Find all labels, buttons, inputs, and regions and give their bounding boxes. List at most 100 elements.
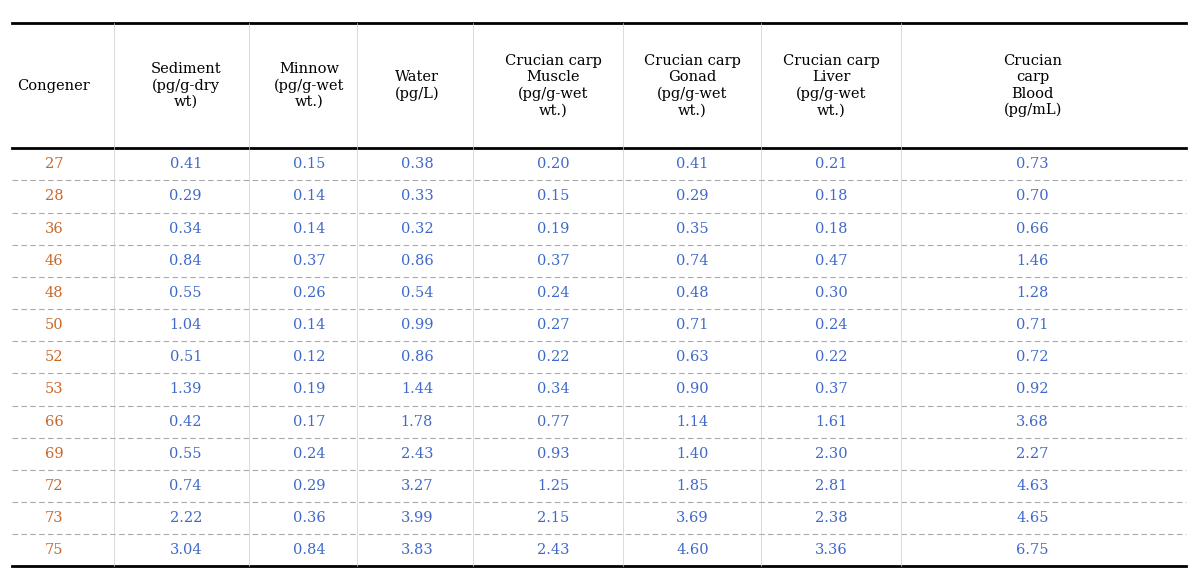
Text: 3.68: 3.68 — [1016, 415, 1049, 429]
Text: 0.22: 0.22 — [537, 350, 570, 364]
Text: 0.63: 0.63 — [676, 350, 709, 364]
Text: 0.20: 0.20 — [537, 157, 570, 171]
Text: 0.18: 0.18 — [815, 221, 848, 236]
Text: Crucian carp
Gonad
(pg/g-wet
wt.): Crucian carp Gonad (pg/g-wet wt.) — [645, 54, 740, 117]
Text: 0.34: 0.34 — [169, 221, 202, 236]
Text: 0.93: 0.93 — [537, 447, 570, 461]
Text: 0.84: 0.84 — [292, 543, 326, 557]
Text: 0.14: 0.14 — [292, 189, 326, 203]
Text: 0.33: 0.33 — [400, 189, 434, 203]
Text: 0.74: 0.74 — [676, 254, 709, 268]
Text: 0.66: 0.66 — [1016, 221, 1049, 236]
Text: 1.78: 1.78 — [400, 415, 434, 429]
Text: 1.14: 1.14 — [677, 415, 708, 429]
Text: 52: 52 — [44, 350, 63, 364]
Text: 0.19: 0.19 — [537, 221, 570, 236]
Text: 66: 66 — [44, 415, 63, 429]
Text: 0.51: 0.51 — [169, 350, 202, 364]
Text: 1.39: 1.39 — [169, 382, 202, 396]
Text: 0.17: 0.17 — [292, 415, 326, 429]
Text: 27: 27 — [44, 157, 63, 171]
Text: Crucian
carp
Blood
(pg/mL): Crucian carp Blood (pg/mL) — [1003, 54, 1063, 117]
Text: 0.55: 0.55 — [169, 286, 202, 300]
Text: 0.86: 0.86 — [400, 254, 434, 268]
Text: 0.70: 0.70 — [1016, 189, 1049, 203]
Text: 48: 48 — [44, 286, 63, 300]
Text: 3.83: 3.83 — [400, 543, 434, 557]
Text: 0.54: 0.54 — [400, 286, 434, 300]
Text: 2.22: 2.22 — [169, 511, 202, 525]
Text: 2.15: 2.15 — [538, 511, 569, 525]
Text: 6.75: 6.75 — [1016, 543, 1049, 557]
Text: 4.60: 4.60 — [676, 543, 709, 557]
Text: 4.65: 4.65 — [1016, 511, 1049, 525]
Text: 53: 53 — [44, 382, 63, 396]
Text: 0.22: 0.22 — [815, 350, 848, 364]
Text: 2.43: 2.43 — [400, 447, 434, 461]
Text: 46: 46 — [44, 254, 63, 268]
Text: 0.73: 0.73 — [1016, 157, 1049, 171]
Text: 0.71: 0.71 — [676, 318, 709, 332]
Text: Water
(pg/L): Water (pg/L) — [394, 70, 440, 101]
Text: 0.55: 0.55 — [169, 447, 202, 461]
Text: 0.24: 0.24 — [537, 286, 570, 300]
Text: 0.27: 0.27 — [537, 318, 570, 332]
Text: 0.41: 0.41 — [676, 157, 709, 171]
Text: 0.14: 0.14 — [292, 221, 326, 236]
Text: 0.24: 0.24 — [815, 318, 848, 332]
Text: 0.12: 0.12 — [292, 350, 326, 364]
Text: Crucian carp
Liver
(pg/g-wet
wt.): Crucian carp Liver (pg/g-wet wt.) — [783, 54, 879, 117]
Text: 0.15: 0.15 — [537, 189, 570, 203]
Text: 0.37: 0.37 — [815, 382, 848, 396]
Text: 3.04: 3.04 — [169, 543, 202, 557]
Text: 0.24: 0.24 — [292, 447, 326, 461]
Text: 0.92: 0.92 — [1016, 382, 1049, 396]
Text: Crucian carp
Muscle
(pg/g-wet
wt.): Crucian carp Muscle (pg/g-wet wt.) — [506, 54, 601, 117]
Text: 0.72: 0.72 — [1016, 350, 1049, 364]
Text: 4.63: 4.63 — [1016, 479, 1049, 493]
Text: 0.37: 0.37 — [537, 254, 570, 268]
Text: 3.27: 3.27 — [400, 479, 434, 493]
Text: 0.86: 0.86 — [400, 350, 434, 364]
Text: 0.26: 0.26 — [292, 286, 326, 300]
Text: 69: 69 — [44, 447, 63, 461]
Text: Congener: Congener — [18, 78, 90, 93]
Text: 0.77: 0.77 — [537, 415, 570, 429]
Text: 0.84: 0.84 — [169, 254, 202, 268]
Text: 0.29: 0.29 — [676, 189, 709, 203]
Text: 28: 28 — [44, 189, 63, 203]
Text: Sediment
(pg/g-dry
wt): Sediment (pg/g-dry wt) — [151, 62, 220, 109]
Text: 2.30: 2.30 — [815, 447, 848, 461]
Text: 2.27: 2.27 — [1016, 447, 1049, 461]
Text: 2.81: 2.81 — [815, 479, 848, 493]
Text: 0.21: 0.21 — [815, 157, 848, 171]
Text: 0.18: 0.18 — [815, 189, 848, 203]
Text: 3.69: 3.69 — [676, 511, 709, 525]
Text: 1.25: 1.25 — [538, 479, 569, 493]
Text: 0.71: 0.71 — [1016, 318, 1049, 332]
Text: 0.34: 0.34 — [537, 382, 570, 396]
Text: 0.35: 0.35 — [676, 221, 709, 236]
Text: 1.04: 1.04 — [169, 318, 202, 332]
Text: Minnow
(pg/g-wet
wt.): Minnow (pg/g-wet wt.) — [274, 62, 344, 109]
Text: 36: 36 — [44, 221, 63, 236]
Text: 0.90: 0.90 — [676, 382, 709, 396]
Text: 2.38: 2.38 — [815, 511, 848, 525]
Text: 0.47: 0.47 — [815, 254, 848, 268]
Text: 0.19: 0.19 — [292, 382, 326, 396]
Text: 2.43: 2.43 — [537, 543, 570, 557]
Text: 50: 50 — [44, 318, 63, 332]
Text: 0.74: 0.74 — [169, 479, 202, 493]
Text: 0.29: 0.29 — [292, 479, 326, 493]
Text: 0.36: 0.36 — [292, 511, 326, 525]
Text: 0.41: 0.41 — [169, 157, 202, 171]
Text: 1.44: 1.44 — [401, 382, 432, 396]
Text: 75: 75 — [44, 543, 63, 557]
Text: 3.99: 3.99 — [400, 511, 434, 525]
Text: 0.48: 0.48 — [676, 286, 709, 300]
Text: 1.28: 1.28 — [1016, 286, 1049, 300]
Text: 0.14: 0.14 — [292, 318, 326, 332]
Text: 73: 73 — [44, 511, 63, 525]
Text: 72: 72 — [44, 479, 63, 493]
Text: 0.37: 0.37 — [292, 254, 326, 268]
